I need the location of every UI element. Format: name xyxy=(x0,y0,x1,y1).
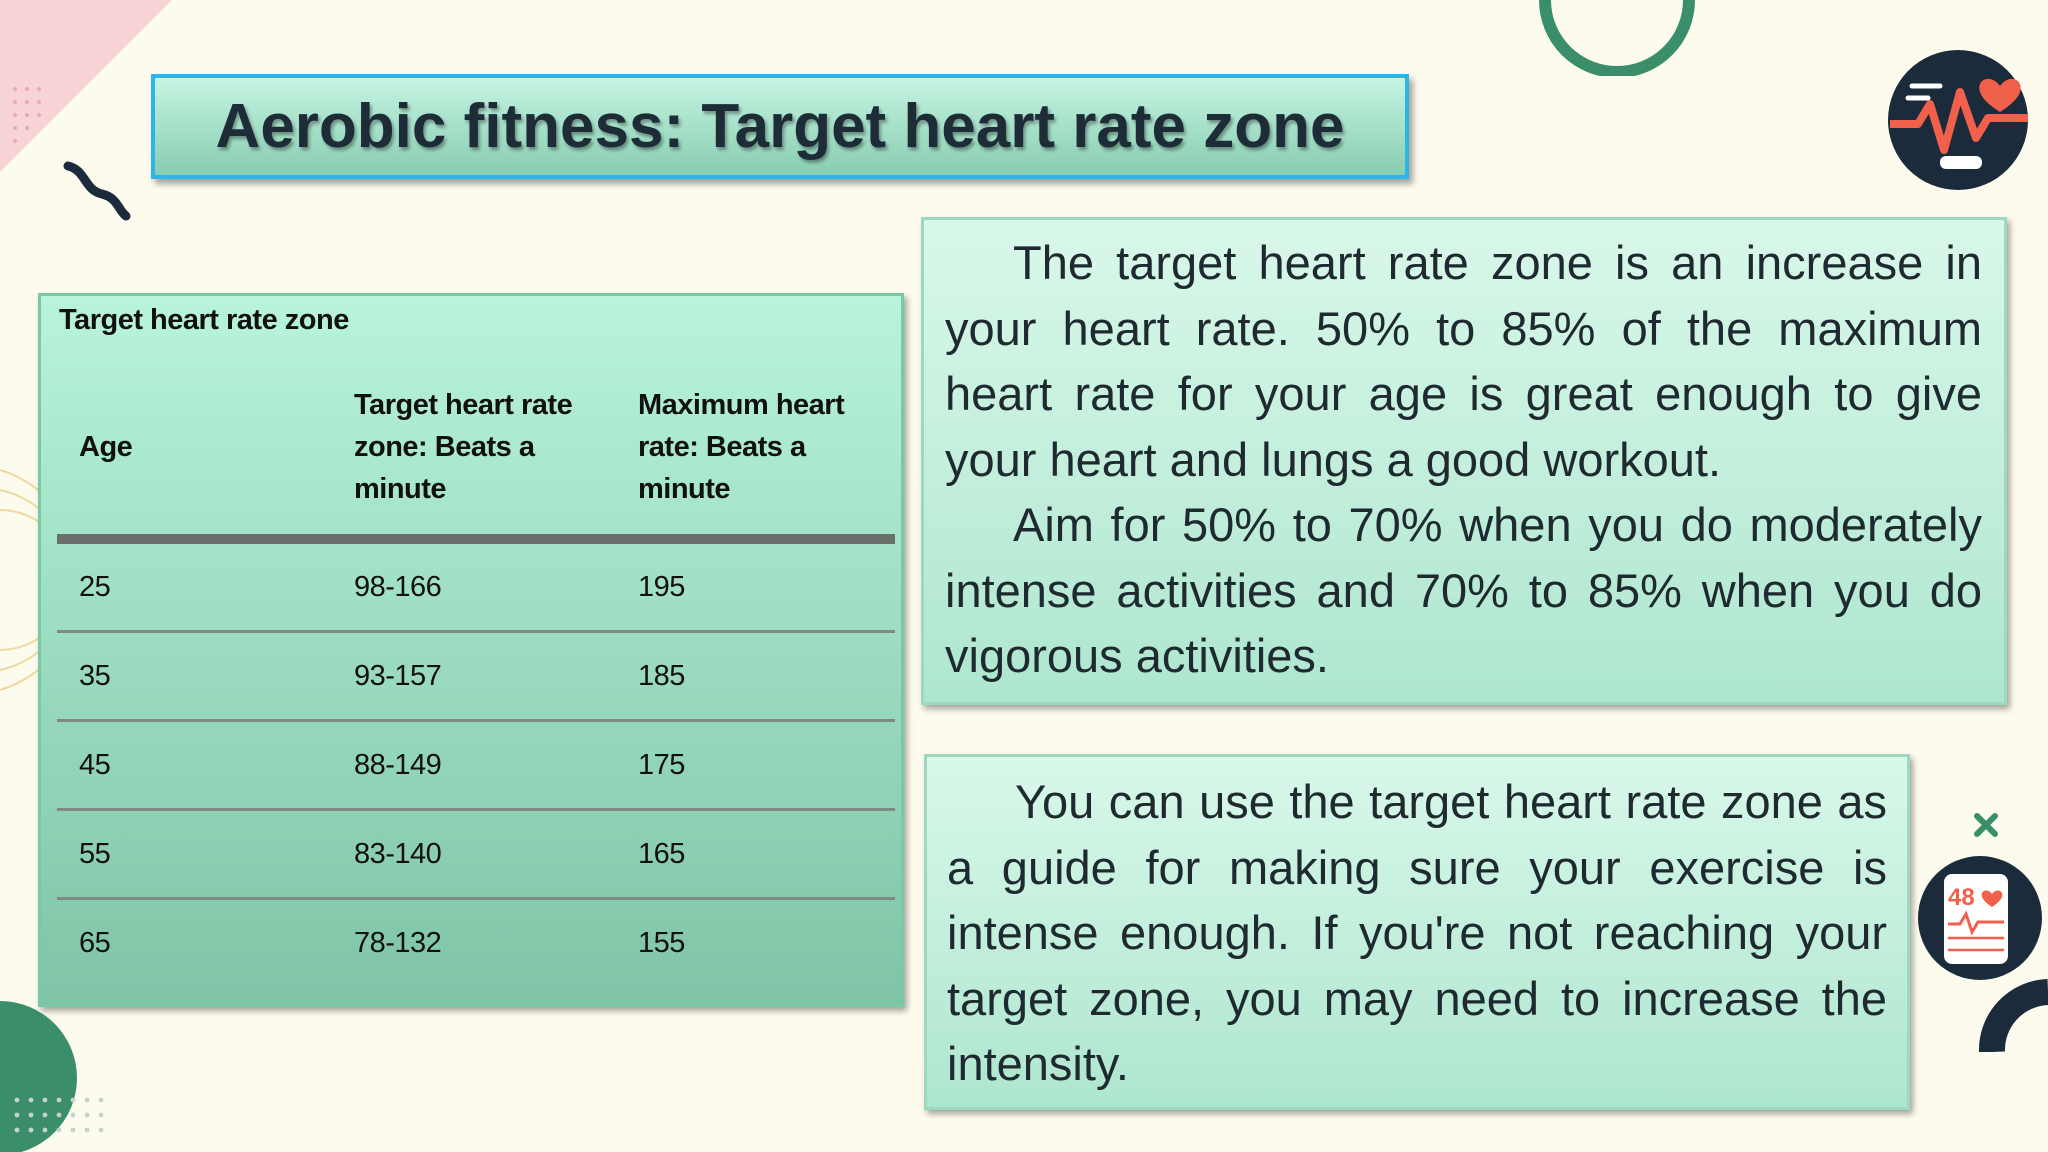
cell-age: 45 xyxy=(79,749,111,781)
cell-max: 195 xyxy=(638,571,685,603)
header-age: Age xyxy=(79,431,133,463)
cell-max: 165 xyxy=(638,838,685,870)
squiggle-decoration xyxy=(63,161,131,221)
cell-max: 185 xyxy=(638,660,685,692)
smartwatch-icon: 48 xyxy=(1918,856,2042,980)
header-divider xyxy=(57,534,895,544)
guide-paragraph: You can use the target heart rate zone a… xyxy=(947,775,1887,1090)
svg-text:48: 48 xyxy=(1948,884,1975,911)
table-row: 25 98-166 195 xyxy=(57,544,895,633)
table-row: 35 93-157 185 xyxy=(57,633,895,722)
cell-max: 175 xyxy=(638,749,685,781)
table-row: 65 78-132 155 xyxy=(57,900,895,989)
table-caption: Target heart rate zone xyxy=(59,304,349,336)
cell-age: 35 xyxy=(79,660,111,692)
cell-max: 155 xyxy=(638,927,685,959)
cell-age: 65 xyxy=(79,927,111,959)
green-ring-decoration xyxy=(1539,0,1695,76)
cell-zone: 78-132 xyxy=(354,927,442,959)
header-max-rate: Maximum heart rate: Beats a minute xyxy=(638,389,845,505)
heart-rate-table: Target heart rate zone Age Target heart … xyxy=(38,293,904,1007)
explanation-paragraph-1: The target heart rate zone is an increas… xyxy=(945,236,1982,486)
dot-grid-bottom xyxy=(14,1097,104,1133)
navy-arc-decoration xyxy=(1978,979,2048,1052)
dot-grid-top xyxy=(13,87,41,143)
cell-zone: 93-157 xyxy=(354,660,442,692)
explanation-paragraph-2: Aim for 50% to 70% when you do moderatel… xyxy=(945,498,1982,682)
table-row: 55 83-140 165 xyxy=(57,811,895,900)
cell-zone: 88-149 xyxy=(354,749,442,781)
cell-age: 55 xyxy=(79,838,111,870)
concentric-arcs-decoration xyxy=(0,469,50,691)
page-title: Aerobic fitness: Target heart rate zone xyxy=(215,92,1345,161)
explanation-box: The target heart rate zone is an increas… xyxy=(921,217,2007,705)
cell-zone: 83-140 xyxy=(354,838,442,870)
heart-monitor-icon xyxy=(1888,50,2028,190)
guide-box: You can use the target heart rate zone a… xyxy=(924,754,1910,1110)
cell-zone: 98-166 xyxy=(354,571,442,603)
title-banner: Aerobic fitness: Target heart rate zone xyxy=(151,74,1409,179)
table-row: 45 88-149 175 xyxy=(57,722,895,811)
cell-age: 25 xyxy=(79,571,111,603)
header-target-zone: Target heart rate zone: Beats a minute xyxy=(354,389,573,505)
pink-corner-triangle xyxy=(0,0,172,172)
cross-decoration xyxy=(1974,813,1998,837)
